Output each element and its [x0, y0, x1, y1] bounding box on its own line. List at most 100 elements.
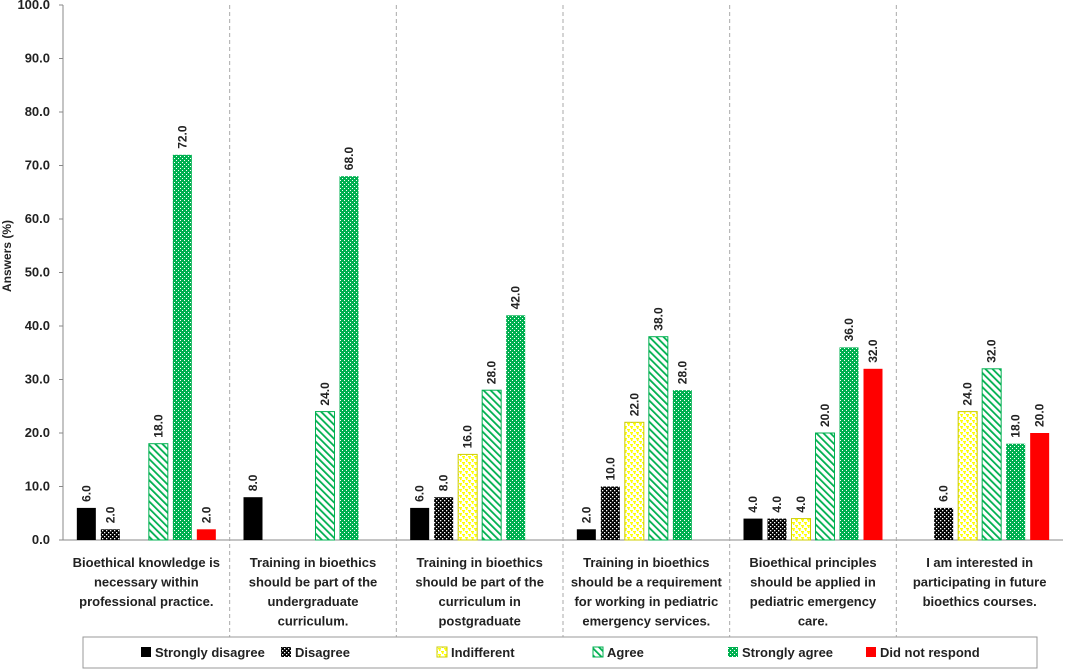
bar — [863, 368, 883, 540]
category-label: should be part of the — [415, 575, 544, 590]
bar — [767, 518, 787, 540]
value-label: 18.0 — [151, 414, 165, 438]
bar — [481, 389, 502, 541]
y-tick-label: 80.0 — [25, 104, 50, 119]
bar — [815, 432, 835, 541]
value-label: 2.0 — [103, 506, 117, 523]
value-label: 2.0 — [579, 506, 593, 523]
value-label: 22.0 — [627, 393, 641, 417]
category-label: curriculum in — [438, 594, 520, 609]
value-label: 20.0 — [1033, 403, 1047, 427]
y-tick-label: 90.0 — [25, 51, 50, 66]
category-label: pediatric emergency — [750, 594, 877, 609]
legend-label: Strongly disagree — [155, 645, 265, 660]
value-label: 6.0 — [413, 485, 427, 502]
legend-label: Disagree — [295, 645, 350, 660]
bar — [315, 411, 335, 541]
y-tick-label: 70.0 — [25, 158, 50, 173]
y-tick-label: 40.0 — [25, 318, 50, 333]
value-label: 2.0 — [199, 506, 213, 523]
category-label: Bioethical knowledge is — [73, 555, 220, 570]
value-label: 24.0 — [961, 382, 975, 406]
bars — [76, 154, 1050, 541]
bar — [76, 507, 96, 540]
legend-swatch — [281, 647, 291, 657]
bar — [434, 497, 454, 540]
bar — [957, 411, 978, 541]
bar — [100, 529, 120, 540]
category-label: professional practice. — [79, 594, 213, 609]
bar — [791, 518, 811, 541]
category-label: undergraduate — [267, 594, 358, 609]
category-labels: Bioethical knowledge is necessary within p… — [73, 555, 1047, 629]
value-label: 10.0 — [603, 457, 617, 481]
y-tick-label: 60.0 — [25, 211, 50, 226]
bar — [243, 497, 263, 540]
bar — [934, 507, 954, 540]
category-label: Training in bioethics — [250, 555, 376, 570]
category-label: Training in bioethics — [416, 555, 542, 570]
value-label: 6.0 — [79, 485, 93, 502]
category-label: for working in pediatric — [574, 594, 718, 609]
y-tick-label: 20.0 — [25, 425, 50, 440]
legend-label: Did not respond — [880, 645, 980, 660]
value-label: 38.0 — [651, 307, 665, 331]
bar — [339, 176, 359, 540]
value-label: 18.0 — [1009, 414, 1023, 438]
bar — [172, 154, 192, 541]
value-label: 16.0 — [461, 425, 475, 449]
legend-swatch — [592, 646, 604, 658]
category-label: postgraduate — [438, 614, 520, 629]
value-label: 4.0 — [746, 496, 760, 513]
value-label: 32.0 — [985, 339, 999, 363]
value-label: 8.0 — [437, 474, 451, 491]
group-separators — [229, 5, 897, 652]
bar — [196, 529, 216, 540]
y-tick-label: 50.0 — [25, 265, 50, 280]
value-label: 24.0 — [318, 382, 332, 406]
bar — [839, 347, 859, 540]
bar — [648, 336, 669, 541]
legend-swatch — [728, 647, 738, 657]
bar — [506, 315, 526, 540]
y-tick-label: 30.0 — [25, 372, 50, 387]
category-label: Bioethical principles — [749, 555, 876, 570]
value-label: 6.0 — [937, 485, 951, 502]
legend-box — [82, 636, 1038, 669]
legend-swatch — [866, 647, 876, 657]
bar — [1030, 433, 1050, 540]
bar — [410, 507, 430, 540]
value-label: 32.0 — [866, 339, 880, 363]
value-label: 68.0 — [342, 147, 356, 171]
value-label: 28.0 — [675, 361, 689, 385]
value-label: 28.0 — [485, 361, 499, 385]
legend-swatch — [141, 647, 151, 657]
bar — [672, 390, 692, 540]
bar — [600, 486, 620, 540]
bar — [1006, 443, 1026, 540]
category-label: should be applied in — [750, 575, 876, 590]
value-label: 4.0 — [794, 496, 808, 513]
y-tick-label: 0.0 — [32, 532, 50, 547]
bar — [743, 518, 763, 540]
value-label: 20.0 — [818, 403, 832, 427]
value-label: 42.0 — [509, 286, 523, 310]
legend-label: Strongly agree — [742, 645, 833, 660]
value-label: 36.0 — [842, 318, 856, 342]
category-label: bioethics courses. — [923, 594, 1037, 609]
legend: Strongly disagree Disagree Indifferent Agre… — [82, 636, 1038, 669]
category-label: emergency services. — [582, 614, 710, 629]
legend-swatch — [436, 646, 448, 658]
bar — [576, 529, 596, 540]
category-label: Training in bioethics — [583, 555, 709, 570]
category-label: curriculum. — [278, 614, 349, 629]
category-label: should be a requirement — [571, 575, 723, 590]
y-axis-label: Answers (%) — [0, 220, 14, 292]
y-tick-label: 100.0 — [17, 0, 50, 12]
bar — [624, 421, 645, 541]
value-labels: 6.0 2.0 18.0 72.0 2.0 8.0 24.0 68.0 6.0 8.0 16.0 28… — [79, 125, 1046, 523]
value-label: 8.0 — [246, 474, 260, 491]
bar — [148, 443, 169, 541]
legend-label: Agree — [607, 645, 644, 660]
